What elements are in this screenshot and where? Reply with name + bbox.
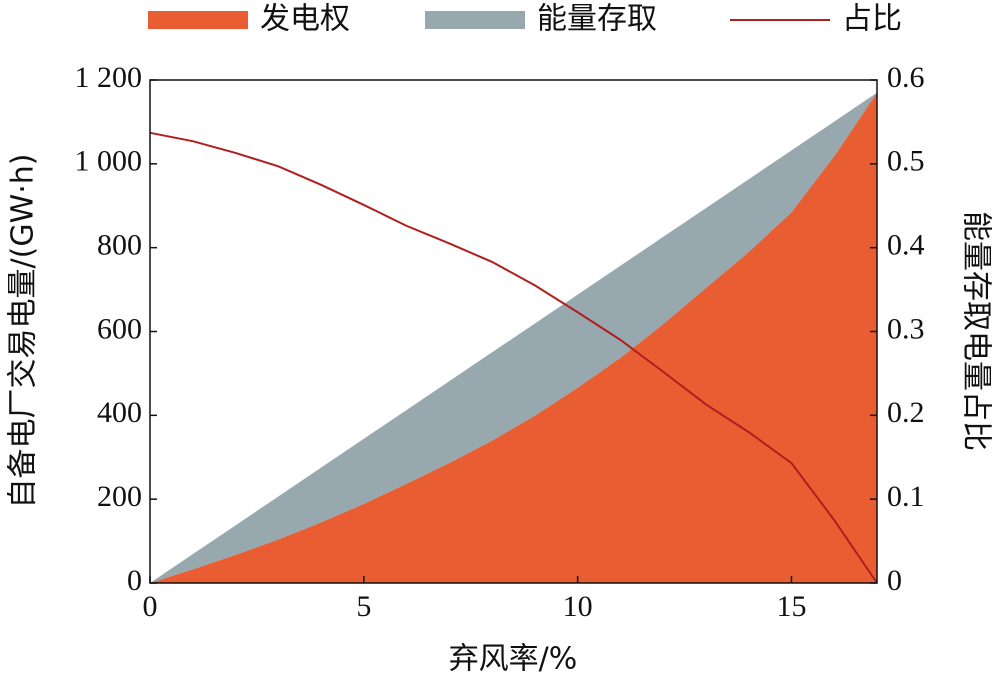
x-tick-label: 10	[563, 590, 593, 623]
x-axis-label: 弃风率/%	[449, 642, 578, 677]
x-tick-label: 5	[356, 590, 371, 623]
legend-swatch	[148, 11, 248, 29]
y2-tick-label: 0.5	[887, 145, 925, 178]
y2-tick-label: 0.4	[887, 229, 925, 262]
y-axis-label: 自备电厂交易电量/(GW·h)	[6, 154, 41, 509]
legend-label: 占比	[842, 2, 902, 37]
y2-tick-label: 0.2	[887, 396, 925, 429]
y-tick-label: 400	[97, 396, 142, 429]
legend-label: 能量存取	[537, 2, 657, 37]
line	[149, 131, 878, 584]
y2-tick-label: 0.6	[887, 61, 925, 94]
y-tick-label: 1 000	[75, 145, 143, 178]
area	[150, 92, 877, 583]
y2-axis-label: 能量存取电量占比	[959, 211, 994, 451]
y-tick-label: 200	[97, 480, 142, 513]
x-tick-label: 15	[776, 590, 806, 623]
x-tick-label: 0	[143, 590, 158, 623]
y-tick-label: 600	[97, 312, 142, 345]
y2-tick-label: 0.3	[887, 312, 925, 345]
legend-swatch	[425, 11, 525, 29]
y2-tick-label: 0	[887, 564, 902, 597]
y2-tick-label: 0.1	[887, 480, 925, 513]
legend-label: 发电权	[260, 2, 350, 37]
y-tick-label: 800	[97, 229, 142, 262]
y-tick-label: 0	[127, 564, 142, 597]
y-tick-label: 1 200	[75, 61, 143, 94]
